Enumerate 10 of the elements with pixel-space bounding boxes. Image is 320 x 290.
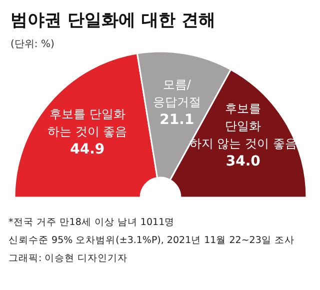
slice-label: 후보를 단일화 하는 것이 좋음 bbox=[48, 106, 128, 138]
data-label: 21.1 bbox=[160, 112, 194, 128]
text: *전국 거주 만18세 이상 남녀 1011명 bbox=[8, 217, 175, 228]
data-label: 34.0 bbox=[226, 154, 261, 170]
text: 신뢰수준 95% 오차범위(±3.1%P), 2021년 11월 22~23일 조사 bbox=[8, 235, 294, 246]
chart-title: 범야권 단일화에 대한 견해 bbox=[10, 10, 216, 30]
chart-subtitle: (단위: %) bbox=[10, 39, 54, 50]
data-label: 44.9 bbox=[70, 141, 105, 158]
slice-label: 모름/ 응답거절 bbox=[152, 77, 201, 109]
text: 그래픽: 이승현 디자인기자 bbox=[8, 253, 128, 264]
